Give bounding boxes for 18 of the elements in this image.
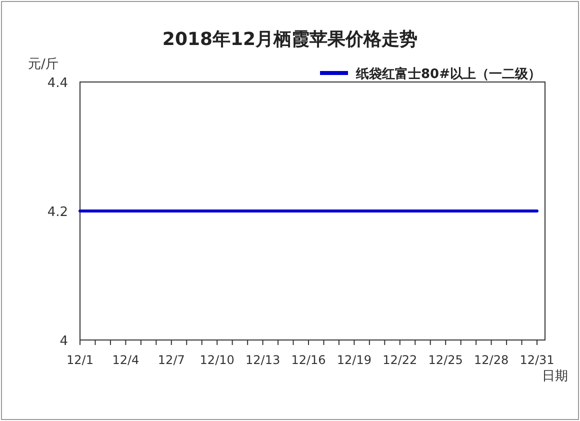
x-tick-label: 12/31: [520, 353, 554, 367]
chart-title: 2018年12月栖霞苹果价格走势: [162, 29, 418, 50]
x-tick-label: 12/25: [428, 353, 463, 367]
x-tick-label: 12/13: [246, 353, 280, 367]
x-tick-label: 12/22: [382, 353, 418, 367]
x-tick-label: 12/28: [474, 353, 509, 367]
x-tick-label: 12/7: [158, 353, 185, 367]
x-axis-title: 日期: [542, 369, 568, 384]
x-tick-label: 12/10: [200, 353, 234, 367]
legend-label: 纸袋红富士80#以上（一二级）: [355, 66, 541, 82]
x-tick-label: 12/4: [112, 353, 140, 367]
x-tick-label: 12/16: [291, 353, 326, 367]
x-tick-label: 12/1: [66, 353, 94, 367]
y-axis-title: 元/斤: [28, 57, 58, 72]
y-tick-label: 4.2: [47, 205, 68, 220]
y-tick-label: 4: [60, 334, 68, 349]
y-tick-label: 4.4: [47, 76, 68, 91]
x-tick-label: 12/19: [336, 353, 372, 367]
